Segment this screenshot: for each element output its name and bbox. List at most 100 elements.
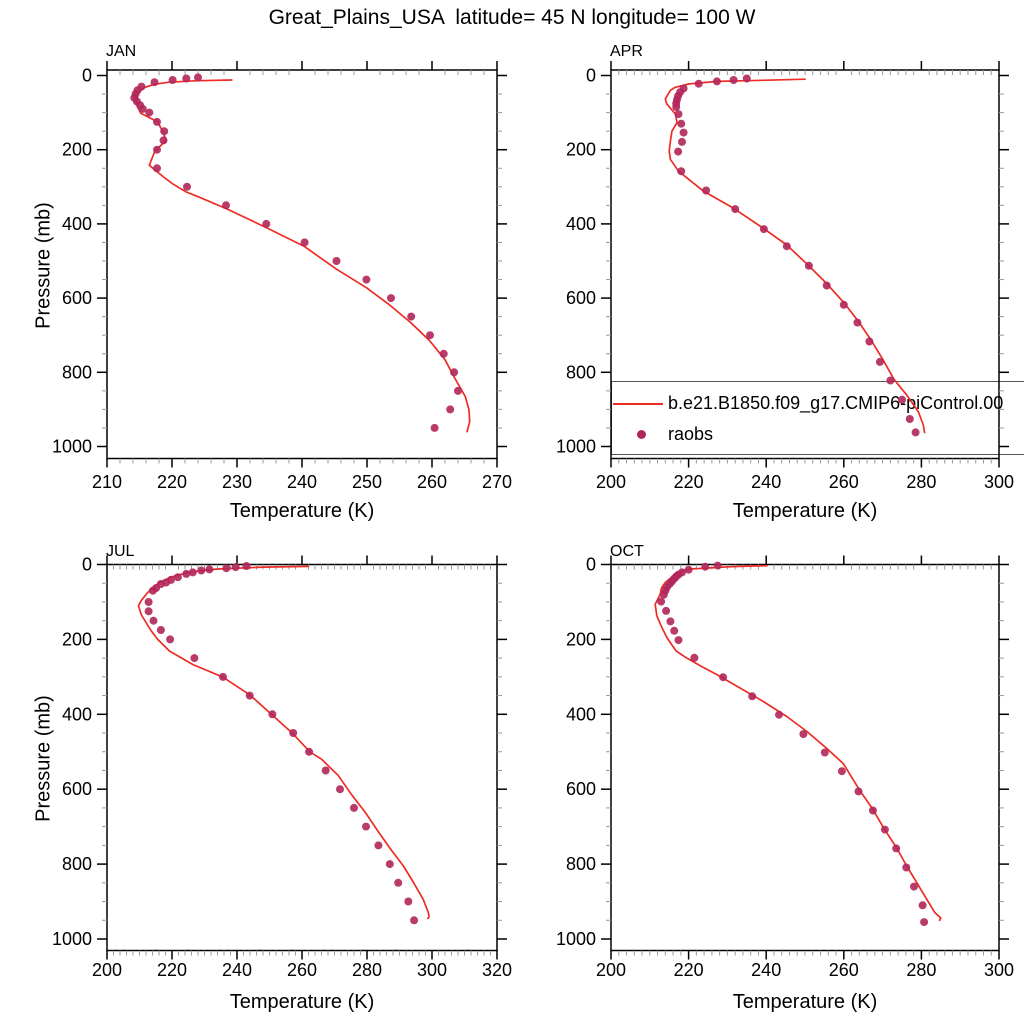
apr-raobs-dot [674,110,683,119]
jul-raobs-dot [190,654,199,663]
apr-raobs-dot [822,281,831,290]
jul-raobs-dot [144,598,153,606]
apr-raobs-dot [677,167,686,176]
jan-x-minor-ticks [119,70,485,464]
apr-y-axis: 0 200 400 600 800 1000 [556,66,1009,457]
oct-raobs-dot [713,561,722,570]
oct-raobs-dot [837,767,846,776]
oct-raobs-dot [892,844,901,853]
jul-raobs-dot [144,607,153,616]
oct-y-tick-label: 600 [566,779,596,799]
jul-panel: 200 220 240 260 280 300 320 0 200 400 600 800 1000 [52,555,512,981]
apr-raobs-dot [694,79,703,88]
oct-x-axis: 200 220 240 260 280 300 [596,555,1014,980]
jul-raobs-dot [321,766,330,775]
jan-raobs-dots [130,73,462,432]
jan-raobs-dot [439,349,448,358]
jul-x-axis: 200 220 240 260 280 300 320 [92,555,512,980]
oct-y-tick-label: 800 [566,854,596,874]
oct-x-tick-label: 300 [984,960,1014,980]
jan-raobs-dot [387,294,395,303]
jan-raobs-dot [430,423,439,432]
oct-raobs-dot [775,710,783,719]
oct-raobs-dot [868,806,877,815]
jul-raobs-dot [231,563,240,572]
legend-raobs-label: raobs [668,424,714,444]
apr-raobs-dot [804,261,813,270]
oct-raobs-dot [748,692,757,701]
jan-raobs-dot [168,76,177,84]
jan-x-tick-label: 270 [482,472,512,492]
apr-y-tick-label: 800 [566,362,596,382]
jan-raobs-dot [150,78,159,87]
apr-y-tick-label: 600 [566,288,596,308]
apr-frame [610,69,1000,460]
jan-raobs-dot [145,108,154,117]
jul-raobs-dot [222,564,231,573]
panel-title-jan: JAN [106,43,137,60]
oct-raobs-dot [657,597,666,606]
oct-raobs-dot [701,562,710,571]
oct-raobs-dot [690,653,699,662]
jul-raobs-dot [385,860,394,869]
panel-title-jul: JUL [106,543,135,560]
jan-raobs-dot [222,201,230,210]
oct-model-line [654,564,942,922]
jan-x-tick-label: 230 [222,472,252,492]
oct-x-minor-ticks [618,564,992,956]
x-axis-label-apr: Temperature (K) [732,500,878,522]
apr-raobs-dot [898,395,906,404]
jan-x-axis: 210 220 230 240 250 260 270 [92,61,512,492]
oct-raobs-dot [670,626,679,635]
jul-raobs-dot [268,710,277,719]
apr-raobs-dot [782,242,791,251]
apr-raobs-dot [679,128,688,137]
jul-x-tick-label: 220 [157,960,187,980]
jan-y-minor-ticks [102,93,502,429]
apr-x-tick-label: 240 [751,472,781,492]
oct-raobs-dot [662,606,671,615]
jul-raobs-dot [166,635,175,644]
jul-raobs-dot [148,586,157,595]
oct-raobs-dot [910,882,918,891]
apr-y-tick-label: 200 [566,140,596,160]
apr-y-minor-ticks [606,93,1004,429]
apr-x-axis: 200 220 240 260 280 300 [596,61,1014,492]
apr-raobs-dot [911,428,920,437]
jul-raobs-dot [350,803,358,812]
jul-raobs-dot [362,822,370,831]
jan-y-tick-label: 600 [62,288,92,308]
jan-raobs-dot [182,74,191,83]
oct-x-tick-label: 220 [674,960,704,980]
jan-raobs-dot [300,238,309,247]
oct-x-tick-label: 260 [829,960,859,980]
oct-raobs-dot [820,748,829,757]
oct-y-tick-label: 200 [566,629,596,649]
jul-raobs-dot [305,747,314,756]
jan-raobs-dot [446,405,455,414]
jul-raobs-dot [245,691,254,700]
jan-raobs-dot [426,331,434,340]
jul-raobs-dot [394,878,403,887]
apr-x-tick-label: 280 [906,472,936,492]
jan-x-tick-label: 240 [287,472,317,492]
oct-raobs-dot [799,730,808,739]
jan-raobs-dot [159,136,168,145]
jan-y-tick-label: 400 [62,214,92,234]
oct-raobs-dot [918,901,927,910]
apr-raobs-dot [678,137,686,146]
jul-x-tick-label: 320 [482,960,512,980]
jul-raobs-dot [242,562,251,570]
apr-raobs-dot [674,147,683,156]
jul-model-line [137,565,430,920]
jul-y-axis: 0 200 400 600 800 1000 [52,555,507,949]
legend-box: b.e21.B1850.f09_g17.CMIP6-piControl.00 r… [611,381,1024,455]
legend-entry-model: b.e21.B1850.f09_g17.CMIP6-piControl.00 [612,392,1024,416]
jan-raobs-dot [407,312,416,321]
legend-entry-raobs: raobs [612,423,1024,447]
apr-raobs-dot [875,357,884,366]
apr-x-minor-ticks [618,70,992,464]
jan-y-tick-label: 1000 [52,437,92,457]
